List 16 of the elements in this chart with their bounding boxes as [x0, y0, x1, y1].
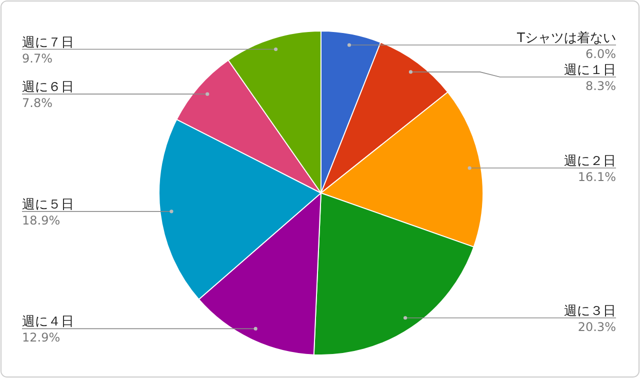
- data-label: 7.8%: [22, 96, 52, 110]
- slice-label: 週に６日: [22, 80, 74, 96]
- slice-label: 週に３日: [564, 304, 616, 319]
- data-label: 16.1%: [578, 170, 616, 184]
- data-label: 9.7%: [22, 51, 52, 66]
- data-label: 8.3%: [586, 79, 616, 94]
- slice-label: 週に７日: [22, 35, 74, 50]
- slice-label: Tシャツは着ない: [516, 30, 616, 46]
- slice-label: 週に５日: [22, 197, 74, 212]
- data-label: 12.9%: [22, 330, 60, 345]
- slice-label: 週に１日: [564, 63, 616, 78]
- slice-label: 週に２日: [564, 154, 616, 170]
- data-label: 18.9%: [22, 213, 60, 228]
- data-label: 20.3%: [578, 320, 616, 334]
- data-label: 6.0%: [586, 47, 616, 62]
- slice-label: 週に４日: [22, 314, 74, 330]
